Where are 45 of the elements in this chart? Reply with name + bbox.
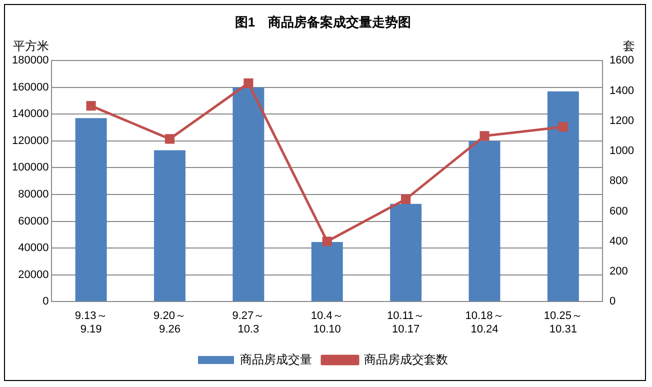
bar: [468, 140, 500, 302]
y2-tick-label: 1400: [610, 84, 634, 97]
point: [558, 122, 568, 132]
point: [86, 101, 96, 111]
y-tick-label: 160000: [12, 81, 49, 94]
y-tick-label: 20000: [18, 268, 49, 281]
point: [480, 131, 490, 141]
bar: [75, 118, 107, 302]
x-tick-label: 9.13～ 9.19: [74, 310, 108, 336]
legend-label: 商品房成交套数: [364, 352, 448, 366]
y-tick-label: 60000: [18, 215, 49, 228]
y-tick-label: 0: [42, 296, 49, 308]
y-tick-label: 140000: [12, 108, 49, 120]
x-tick-label: 10.11～ 10.17: [386, 310, 425, 336]
x-tick-label: 10.4～ 10.10: [310, 310, 344, 336]
y2-tick-label: 1600: [610, 54, 634, 67]
bar: [154, 150, 186, 302]
bar: [390, 204, 422, 302]
x-tick-label: 9.20～ 9.26: [154, 310, 186, 336]
point: [244, 78, 254, 88]
y2-tick-label: 200: [610, 266, 628, 278]
y2-tick-label: 0: [610, 296, 616, 308]
y2-axis-title: 套: [623, 38, 635, 53]
bar: [311, 242, 343, 302]
y-axis-title: 平方米: [13, 38, 49, 53]
y-tick-label: 80000: [18, 188, 49, 201]
y2-tick-label: 600: [610, 205, 628, 218]
x-tick-label: 10.18～ 10.24: [465, 310, 504, 336]
point: [164, 134, 175, 144]
point: [322, 236, 332, 246]
bar: [547, 91, 579, 302]
y2-tick-label: 800: [610, 175, 628, 188]
y-tick-label: 100000: [12, 162, 49, 174]
y-tick-label: 120000: [12, 134, 49, 147]
y-tick-label: 180000: [12, 54, 49, 67]
y2-tick-label: 1000: [610, 145, 634, 158]
chart-title: 图1 商品房备案成交量走势图: [234, 14, 412, 30]
bar: [232, 87, 264, 302]
x-tick-label: 9.27～ 10.3: [232, 310, 265, 336]
y2-tick-label: 1200: [610, 114, 634, 127]
y2-tick-label: 400: [610, 235, 628, 248]
point: [401, 194, 411, 204]
x-tick-label: 10.25～ 10.31: [544, 310, 582, 336]
legend-label: 商品房成交量: [240, 352, 312, 366]
y-tick-label: 40000: [18, 242, 49, 254]
